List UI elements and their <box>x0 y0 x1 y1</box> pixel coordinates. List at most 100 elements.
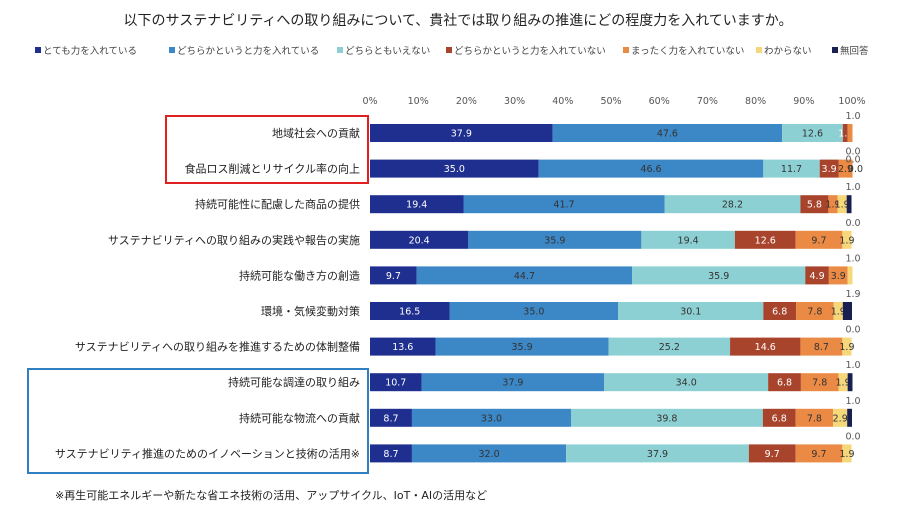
bar-segment <box>847 408 852 427</box>
legend-label-5: わからない <box>764 46 812 57</box>
category-label: 持続可能な調達の取り組み <box>228 375 360 389</box>
bar-segment <box>838 373 848 392</box>
data-label: 35.9 <box>708 271 729 282</box>
bar-segment <box>421 373 605 392</box>
bar-segment <box>370 337 436 356</box>
data-label: 19.4 <box>678 235 699 246</box>
small-value-label: 1.9 <box>845 289 860 300</box>
legend-swatch-2 <box>337 47 343 53</box>
bar-segment <box>847 124 853 142</box>
data-label: 41.7 <box>553 200 574 211</box>
category-label: 地域社会への貢献 <box>272 126 360 140</box>
legend-swatch-4 <box>623 47 629 53</box>
bar-segment <box>833 408 848 427</box>
bar-segment <box>604 373 769 392</box>
legend-swatch-6 <box>832 47 838 53</box>
data-label: 12.6 <box>802 129 823 140</box>
bar-segment <box>570 408 763 427</box>
data-label: 7.8 <box>807 307 822 318</box>
small-value-label: 1.0 <box>845 111 860 122</box>
bar-segment <box>837 195 847 214</box>
data-label: 0.0 <box>848 164 863 175</box>
data-label: 6.8 <box>772 307 787 318</box>
data-label: 5.8 <box>807 200 822 211</box>
data-label: 34.0 <box>676 378 697 389</box>
bar-segment <box>795 408 834 427</box>
data-label: 32.0 <box>478 449 499 460</box>
x-tick-label: 70% <box>697 96 718 107</box>
data-label: 1.0 <box>838 129 853 140</box>
bar-segment <box>828 266 848 285</box>
bar-segment <box>748 444 796 463</box>
data-label: 19.4 <box>406 200 427 211</box>
legend-swatch-5 <box>756 47 762 53</box>
small-value-label: 1.0 <box>845 396 860 407</box>
category-label: 食品ロス削減とリサイクル率の向上 <box>185 162 360 176</box>
data-label: 9.7 <box>811 449 826 460</box>
category-label: 持続可能な物流への貢献 <box>239 411 360 425</box>
bar-segment <box>763 159 820 178</box>
bar-segment <box>842 337 852 356</box>
bar-segment <box>795 444 843 463</box>
data-label: 3.9 <box>831 271 846 282</box>
bar-segment <box>370 159 539 178</box>
legend-label-1: どちらかというと力を入れている <box>177 45 319 57</box>
x-tick-label: 0% <box>362 96 377 107</box>
data-label: 8.7 <box>383 449 398 460</box>
data-label: 9.7 <box>811 235 826 246</box>
bar-segment <box>838 159 853 178</box>
data-label: 2.9 <box>833 413 848 424</box>
data-label: 7.8 <box>807 413 822 424</box>
data-label: 39.8 <box>656 413 677 424</box>
data-label: 35.9 <box>544 235 565 246</box>
bar-segment <box>833 302 843 320</box>
x-tick-label: 60% <box>649 96 670 107</box>
data-label: 8.7 <box>814 342 829 353</box>
data-label: 46.6 <box>640 164 661 175</box>
footnote: ※再生可能エネルギーや新たな省エネ技術の活用、アップサイクル、IoT・AIの活用… <box>55 489 488 502</box>
legend-label-6: 無回答 <box>840 45 869 57</box>
bar-segment <box>800 337 843 356</box>
data-label: 33.0 <box>481 413 502 424</box>
x-tick-label: 10% <box>408 96 429 107</box>
small-value-label: 0.0 <box>845 325 860 336</box>
data-label: 13.6 <box>392 342 413 353</box>
data-label: 6.8 <box>777 378 792 389</box>
bar-segment <box>819 159 839 178</box>
legend-label-3: どちらかというと力を入れていない <box>454 45 606 57</box>
data-label: 25.2 <box>659 342 680 353</box>
x-tick-label: 50% <box>600 96 621 107</box>
small-value-label: 1.0 <box>845 253 860 264</box>
small-value-label: 0.0 <box>845 147 860 158</box>
data-label: 10.7 <box>385 378 406 389</box>
bar-segment <box>566 444 749 463</box>
category-label: 持続可能な働き方の創造 <box>239 268 360 282</box>
x-tick-label: 100% <box>838 96 865 107</box>
data-label: 11.7 <box>781 164 802 175</box>
highlight-box-red <box>165 115 369 184</box>
bar-segment <box>370 444 412 463</box>
bar-segment <box>795 230 843 249</box>
bar-segment <box>842 302 852 320</box>
data-label: 2.9 <box>838 164 853 175</box>
small-value-label: 0.0 <box>845 218 860 229</box>
small-value-label: 1.0 <box>845 360 860 371</box>
bar-segment <box>632 266 806 285</box>
chart-title: 以下のサステナビリティへの取り組みについて、貴社では取り組みの推進にどの程度力を… <box>123 13 793 29</box>
bar-segment <box>782 124 843 142</box>
data-label: 37.9 <box>502 378 523 389</box>
data-label: 1.9 <box>839 449 854 460</box>
data-label: 37.9 <box>451 129 472 140</box>
bar-segment <box>552 124 783 142</box>
data-label: 1.9 <box>836 378 851 389</box>
data-label: 8.7 <box>383 413 398 424</box>
bar-segment <box>828 195 838 214</box>
small-value-label: 0.0 <box>845 155 860 166</box>
data-label: 12.6 <box>755 235 776 246</box>
bar-segment <box>847 266 853 285</box>
bar-segment <box>411 444 567 463</box>
data-label: 9.7 <box>386 271 401 282</box>
category-label: サステナビリティへの取り組みの実践や報告の実施 <box>108 233 360 247</box>
bar-segment <box>608 337 731 356</box>
